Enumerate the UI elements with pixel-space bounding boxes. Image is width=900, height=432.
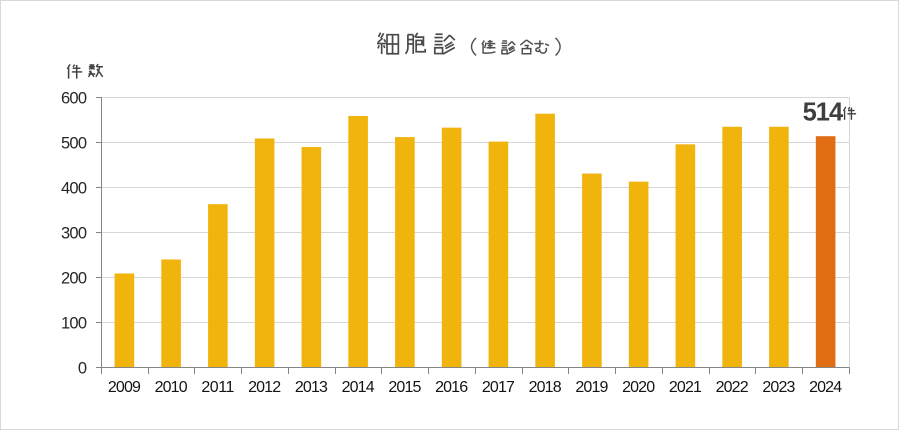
svg-text:514: 514: [803, 99, 844, 127]
svg-text:2023: 2023: [762, 379, 795, 396]
svg-text:2009: 2009: [108, 379, 141, 396]
svg-text:2018: 2018: [529, 379, 562, 396]
svg-text:400: 400: [61, 179, 87, 197]
svg-text:2024: 2024: [809, 379, 842, 396]
svg-text:2016: 2016: [435, 379, 468, 396]
svg-text:200: 200: [61, 269, 87, 287]
svg-text:2022: 2022: [716, 379, 749, 396]
svg-text:2014: 2014: [342, 379, 375, 396]
svg-text:2019: 2019: [575, 379, 608, 396]
svg-text:600: 600: [61, 89, 87, 107]
svg-text:300: 300: [61, 224, 87, 242]
svg-text:500: 500: [61, 134, 87, 152]
svg-text:2013: 2013: [295, 379, 328, 396]
svg-text:2021: 2021: [669, 379, 702, 396]
svg-text:2020: 2020: [622, 379, 655, 396]
svg-text:2012: 2012: [248, 379, 281, 396]
svg-text:2011: 2011: [201, 379, 234, 396]
svg-text:0: 0: [78, 359, 87, 377]
svg-text:2017: 2017: [482, 379, 515, 396]
svg-text:2015: 2015: [388, 379, 421, 396]
svg-text:100: 100: [61, 314, 87, 332]
svg-text:2010: 2010: [155, 379, 188, 396]
